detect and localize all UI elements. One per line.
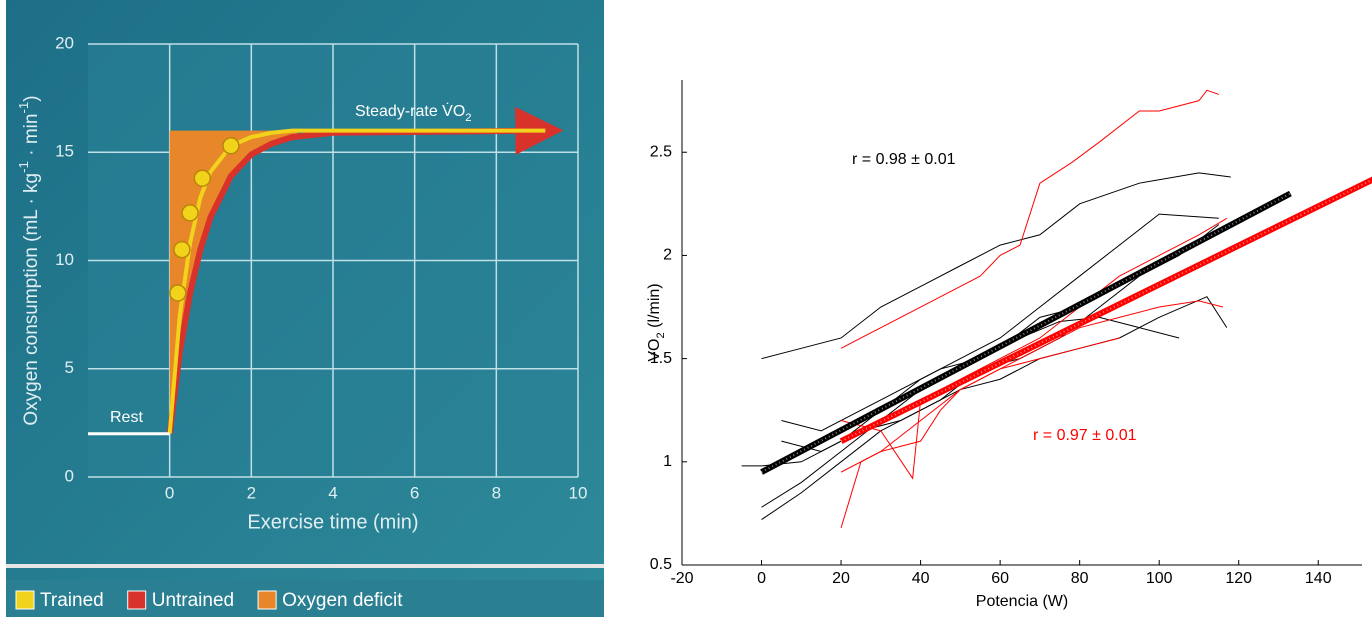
legend-band [6, 580, 604, 617]
r-annotation: r = 0.97 ± 0.01 [1033, 427, 1137, 444]
rest-label: Rest [110, 409, 143, 426]
x-tick-label: 6 [410, 483, 419, 502]
y-tick-label: 2.5 [650, 143, 672, 160]
y-tick-label: 15 [55, 142, 74, 161]
x-tick-label: 0 [757, 570, 766, 587]
trained-point [169, 284, 187, 302]
x-tick-label: -20 [670, 570, 693, 587]
trace [840, 337, 1120, 528]
y-axis-label-part: Oxygen consumption (mL · kg [21, 173, 42, 426]
trace [761, 296, 1228, 521]
x-tick-label: 60 [991, 570, 1009, 587]
x-tick-label: 2 [247, 483, 256, 502]
steady-rate-label-part: Steady-rate V̇O [355, 102, 465, 120]
y-tick-label: 1 [663, 453, 672, 470]
x-tick-label: 20 [832, 570, 850, 587]
legend-swatch [127, 590, 147, 610]
x-tick-label: 0 [165, 483, 174, 502]
x-tick-label: 100 [1146, 570, 1173, 587]
y-tick-label: 5 [65, 358, 74, 377]
x-tick-label: 140 [1305, 570, 1332, 587]
trace [840, 300, 1223, 473]
y-axis-label-part: -1 [16, 161, 31, 173]
x-tick-label: 4 [328, 483, 337, 502]
y-axis-label: Oxygen consumption (mL · kg-1 · min-1) [16, 95, 42, 425]
trace [741, 213, 1219, 467]
y-tick-label: 1.5 [650, 350, 672, 367]
steady-rate-label-part: 2 [465, 112, 471, 124]
y-axis-label-part: 2 [655, 332, 667, 338]
legend-label: Untrained [152, 590, 234, 611]
x-tick-label: 120 [1225, 570, 1252, 587]
trained-point [173, 240, 191, 259]
trained-point [181, 204, 199, 222]
x-tick-label: 8 [492, 483, 501, 502]
x-tick-label: 40 [912, 570, 930, 587]
x-tick-label: 10 [569, 483, 588, 502]
y-tick-label: 10 [55, 250, 74, 269]
trained-point [222, 137, 240, 155]
trace [840, 217, 1228, 480]
x-tick-label: 80 [1071, 570, 1089, 587]
y-axis-label: VO2 (l/min) [646, 283, 667, 361]
trace [761, 172, 1231, 360]
r-annotation: r = 0.98 ± 0.01 [852, 151, 956, 168]
regression-line [839, 176, 1372, 444]
y-axis-label-part: ) [21, 95, 42, 101]
y-tick-label: 20 [55, 33, 74, 52]
y-tick-label: 2 [663, 247, 672, 264]
trained-point [193, 169, 212, 187]
x-axis-label: Potencia (W) [976, 593, 1068, 610]
oxygen-deficit-area [169, 130, 301, 434]
legend-label: Trained [40, 590, 104, 611]
steady-rate-label: Steady-rate V̇O2 [355, 102, 472, 124]
y-axis-label-part: VO [646, 339, 663, 362]
y-tick-label: 0.5 [650, 556, 672, 573]
y-axis-label-part: · min [21, 114, 42, 162]
y-axis-label-part: (l/min) [646, 283, 663, 332]
x-axis-label: Exercise time (min) [247, 511, 418, 533]
trace [840, 89, 1220, 349]
regression-line [760, 190, 1292, 475]
legend-label: Oxygen deficit [282, 590, 403, 611]
legend-swatch [15, 590, 35, 610]
y-axis-label-part: -1 [16, 102, 31, 114]
y-tick-label: 0 [65, 466, 74, 485]
curve [166, 106, 564, 435]
legend-swatch [257, 590, 277, 610]
trace [761, 306, 1080, 508]
